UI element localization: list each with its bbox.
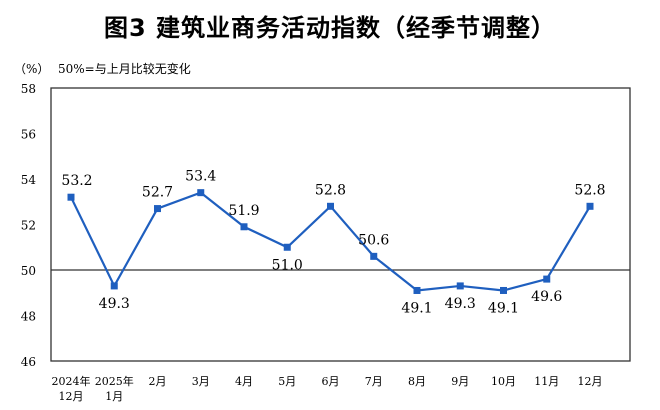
data-label: 49.3 (99, 296, 130, 312)
data-point (67, 193, 75, 201)
x-tick-label: 11月 (534, 375, 559, 388)
data-point (456, 282, 464, 290)
data-point (500, 286, 507, 294)
data-point (110, 282, 118, 290)
x-tick-label: 4月 (235, 375, 253, 388)
data-label: 52.7 (142, 185, 173, 201)
x-tick-label: 12月 (59, 390, 84, 403)
y-tick-label: 54 (21, 173, 37, 187)
data-point (240, 223, 248, 231)
x-tick-label: 2月 (149, 375, 167, 388)
data-label: 53.2 (61, 173, 92, 189)
data-point (586, 202, 594, 210)
x-tick-label: 3月 (192, 375, 210, 388)
y-tick-label: 50 (21, 264, 36, 278)
data-label: 49.1 (488, 300, 519, 316)
y-tick-label: 48 (21, 310, 36, 324)
plot-frame (50, 87, 631, 362)
x-tick-label: 5月 (278, 375, 296, 388)
data-label: 53.4 (185, 169, 216, 185)
y-tick-label: 52 (21, 219, 36, 233)
data-label: 51.0 (272, 257, 303, 273)
y-tick-label: 58 (21, 82, 36, 96)
data-point (327, 202, 334, 210)
data-point (197, 189, 205, 197)
data-label: 51.9 (228, 203, 259, 219)
x-tick-label: 9月 (451, 375, 469, 388)
y-tick-label: 46 (21, 355, 36, 369)
data-label: 49.1 (401, 300, 432, 316)
y-unit-label: （%） (14, 62, 50, 76)
data-point (370, 252, 378, 260)
data-point (283, 243, 291, 251)
x-tick-label: 6月 (322, 375, 340, 388)
x-tick-label: 8月 (408, 375, 426, 388)
x-tick-label: 2025年 (95, 374, 134, 388)
chart-note: 50%=与上月比较无变化 (58, 62, 191, 76)
x-tick-label: 2024年 (52, 374, 91, 388)
data-label: 52.8 (315, 182, 346, 198)
data-label: 49.6 (531, 289, 562, 305)
x-tick-label: 1月 (105, 390, 123, 403)
chart-title: 图3 建筑业商务活动指数（经季节调整） (103, 14, 557, 42)
x-tick-label: 7月 (365, 375, 383, 388)
data-label: 50.6 (358, 232, 389, 248)
x-tick-label: 10月 (491, 375, 516, 388)
data-label: 49.3 (445, 296, 476, 312)
data-label: 52.8 (574, 182, 605, 198)
data-point (154, 205, 161, 213)
data-point (543, 275, 551, 283)
x-tick-label: 12月 (578, 375, 603, 388)
y-tick-label: 56 (21, 128, 36, 142)
data-point (413, 286, 421, 294)
